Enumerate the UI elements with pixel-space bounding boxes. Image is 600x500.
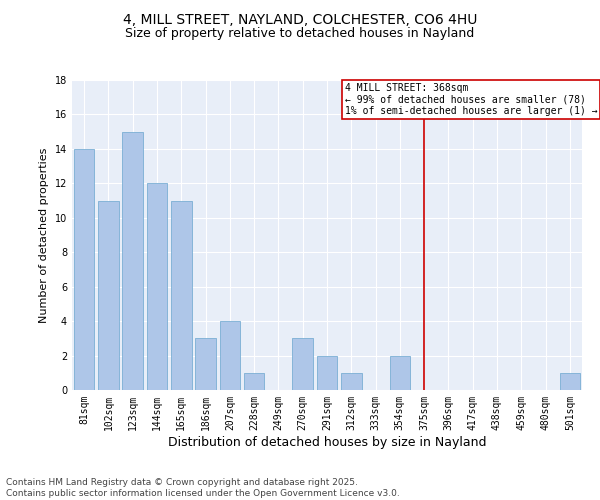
Bar [317, 356, 337, 390]
Bar [389, 356, 410, 390]
Bar [195, 338, 216, 390]
X-axis label: Distribution of detached houses by size in Nayland: Distribution of detached houses by size … [168, 436, 486, 448]
Text: 4, MILL STREET, NAYLAND, COLCHESTER, CO6 4HU: 4, MILL STREET, NAYLAND, COLCHESTER, CO6… [123, 12, 477, 26]
Text: Contains HM Land Registry data © Crown copyright and database right 2025.
Contai: Contains HM Land Registry data © Crown c… [6, 478, 400, 498]
Bar [341, 373, 362, 390]
Bar [171, 200, 191, 390]
Bar [244, 373, 265, 390]
Y-axis label: Number of detached properties: Number of detached properties [39, 148, 49, 322]
Text: Size of property relative to detached houses in Nayland: Size of property relative to detached ho… [125, 28, 475, 40]
Bar [122, 132, 143, 390]
Bar [220, 321, 240, 390]
Bar [74, 149, 94, 390]
Bar [146, 184, 167, 390]
Bar [560, 373, 580, 390]
Bar [98, 200, 119, 390]
Text: 4 MILL STREET: 368sqm
← 99% of detached houses are smaller (78)
1% of semi-detac: 4 MILL STREET: 368sqm ← 99% of detached … [345, 83, 598, 116]
Bar [292, 338, 313, 390]
